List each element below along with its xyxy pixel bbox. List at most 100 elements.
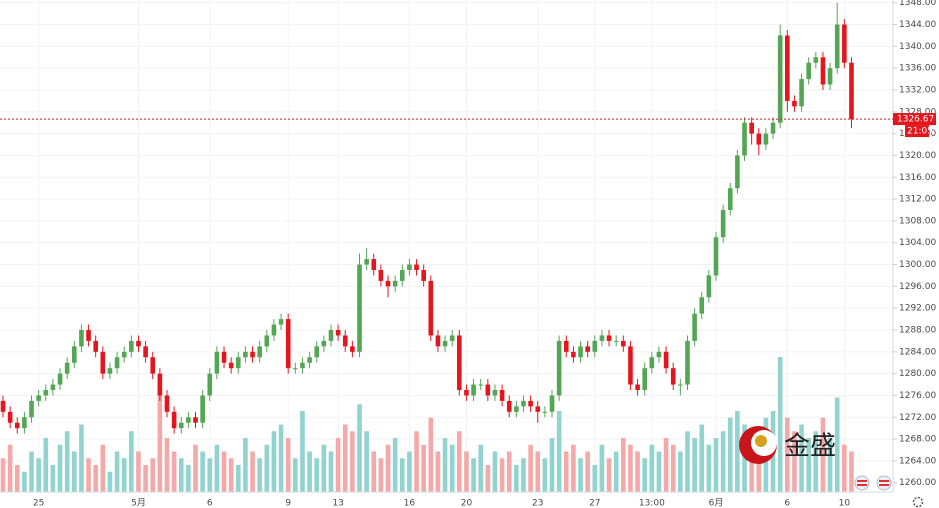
x-tick-label: 25 [33, 499, 44, 508]
volume-bar [278, 424, 284, 492]
volume-bar [29, 451, 34, 492]
candle-body [264, 335, 270, 347]
candle-body [706, 275, 712, 298]
price-tag-label: 1326.67 [897, 115, 934, 125]
flag-stripe [879, 480, 889, 482]
volume-bar [357, 404, 362, 492]
y-tick-label: 1280.00 [899, 369, 936, 379]
candle-body [350, 346, 355, 352]
volume-bar [556, 411, 562, 492]
flag-icon [876, 475, 892, 491]
axis: 1260.00 1264.00 1268.00 1272.00 1276.00 1280.… [33, 0, 937, 508]
candle-body [221, 351, 227, 363]
candle-body [293, 368, 298, 370]
volume-bar [578, 458, 583, 492]
volume-bar [186, 465, 191, 492]
y-tick-label: 1320.00 [899, 151, 936, 161]
candle-body [100, 351, 106, 374]
volume-bar [506, 451, 512, 492]
y-tick-label: 1348.00 [899, 0, 936, 8]
candle-body [136, 340, 141, 347]
candle-body [385, 280, 391, 287]
volume-bar [193, 444, 198, 492]
candle-body [72, 346, 77, 363]
volume-bar [457, 431, 462, 492]
volume-bar [692, 438, 697, 492]
volume-bar [792, 431, 797, 492]
settings[interactable] [912, 496, 924, 508]
candle-body [670, 368, 676, 385]
candle-body [442, 340, 448, 347]
candle-body [200, 395, 205, 423]
volume-bar [685, 431, 690, 492]
candle-body [243, 351, 248, 358]
candle-body [57, 373, 63, 385]
candle-body [506, 400, 512, 412]
candle-body [121, 351, 127, 358]
logo [755, 435, 767, 447]
candle-body [642, 368, 647, 390]
candle-body [357, 264, 362, 352]
candle-body [50, 384, 56, 390]
gear-icon[interactable] [912, 496, 924, 508]
watermark-text: 金盛 [784, 432, 836, 462]
candle-body [827, 68, 833, 85]
countdown-tag [905, 125, 929, 138]
y-tick-label: 1336.00 [899, 64, 936, 74]
volume-bar [485, 465, 491, 492]
candle-body [150, 357, 156, 374]
candle-body [228, 362, 234, 369]
x-tick-label: 13 [332, 499, 343, 508]
volume-bar [749, 438, 754, 492]
volume-bar [129, 431, 134, 492]
candle-body [328, 330, 334, 341]
volume-bar [449, 444, 455, 492]
candle-body [556, 340, 562, 396]
volume-bar [257, 458, 262, 492]
volume-bar [428, 417, 434, 492]
candle-body [285, 319, 291, 369]
x-tick-label: 5月 [131, 498, 146, 508]
volume-bar [79, 424, 84, 492]
volume-bar [571, 444, 576, 492]
volume-bar [464, 451, 469, 492]
y-tick-label: 1316.00 [899, 173, 936, 183]
volume-bar [350, 431, 355, 492]
x-tick-label: 6 [784, 499, 790, 508]
y-tick-label: 1264.00 [899, 456, 936, 466]
volume-bar [613, 451, 619, 492]
volume-bar [57, 444, 63, 492]
volume-bar [335, 438, 341, 492]
volume-bar [300, 411, 305, 492]
candle-body [613, 340, 619, 342]
volume-bar [157, 384, 163, 492]
volume-bar [235, 465, 241, 492]
candle-body [471, 384, 476, 396]
volume-bar [521, 458, 526, 492]
x-tick-label: 16 [404, 499, 416, 508]
candle-body [685, 340, 690, 385]
flag-icon [854, 475, 870, 491]
candle-body [43, 390, 49, 396]
volume-bar [678, 451, 683, 492]
grid [0, 0, 893, 492]
candle-body [235, 357, 241, 369]
volume-bar [164, 438, 170, 492]
candle-body [421, 270, 426, 281]
y-tick-label: 1308.00 [899, 216, 936, 226]
price-tag [893, 113, 936, 126]
volume-bar [250, 451, 255, 492]
y-tick-label: 1300.00 [899, 260, 936, 270]
volume-bar [663, 438, 669, 492]
candle-body [186, 417, 191, 423]
volume-bar [806, 438, 811, 492]
candle-body [806, 62, 811, 80]
candle-body [756, 133, 762, 145]
volume-bar [799, 424, 804, 492]
candle-body [777, 35, 783, 123]
y-tick-label: 1284.00 [899, 347, 936, 357]
candle-body [663, 351, 669, 369]
candle-body [335, 330, 341, 336]
candle-body [93, 340, 98, 352]
